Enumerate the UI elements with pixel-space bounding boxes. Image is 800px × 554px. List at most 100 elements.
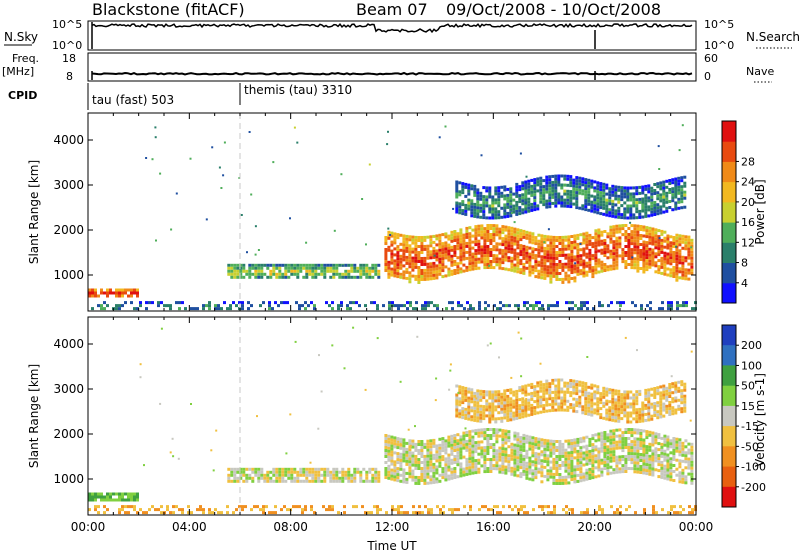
echo-cell xyxy=(293,479,297,483)
echo-cell xyxy=(453,473,457,476)
echo-cell xyxy=(645,430,649,434)
echo-cell xyxy=(248,467,252,471)
echo-cell xyxy=(654,264,658,268)
echo-cell xyxy=(387,446,391,450)
echo-cell xyxy=(491,399,495,403)
echo-cell xyxy=(654,450,658,454)
echo-cell xyxy=(639,252,643,255)
echo-cell xyxy=(626,390,630,394)
echo-cell xyxy=(633,446,637,450)
echo-cell xyxy=(489,227,493,230)
echo-cell xyxy=(588,248,592,252)
echo-cell xyxy=(455,183,459,187)
echo-cell xyxy=(479,197,483,201)
echo-cell xyxy=(649,307,652,311)
echo-cell xyxy=(473,415,477,419)
echo-cell xyxy=(603,245,607,248)
echo-cell xyxy=(555,251,559,254)
echo-cell xyxy=(426,457,430,461)
echo-cell xyxy=(621,224,625,228)
echo-cell xyxy=(636,248,640,252)
echo-cell xyxy=(298,505,301,509)
echo-cell xyxy=(606,463,610,467)
echo-cell xyxy=(390,456,394,460)
echo-cell xyxy=(509,415,513,419)
echo-cell xyxy=(653,210,657,213)
echo-cell xyxy=(460,304,463,308)
echo-cell xyxy=(482,414,486,418)
echo-cell xyxy=(654,246,658,250)
cpid-label: CPID xyxy=(8,89,37,102)
echo-cell xyxy=(539,380,543,384)
echo-cell xyxy=(567,442,571,446)
echo-cell xyxy=(426,235,430,239)
echo-cell xyxy=(355,505,358,509)
echo-cell xyxy=(396,458,400,462)
echo-cell xyxy=(603,251,607,254)
echo-cell xyxy=(669,442,673,446)
echo-cell xyxy=(455,396,459,400)
echo-cell xyxy=(471,468,475,472)
echo-cell xyxy=(684,256,688,260)
echo-cell xyxy=(645,247,649,251)
echo-cell xyxy=(683,403,687,407)
echo-cell xyxy=(417,461,421,464)
echo-cell xyxy=(211,146,214,149)
echo-cell xyxy=(567,454,571,458)
echo-cell xyxy=(447,273,451,277)
echo-cell xyxy=(599,185,603,189)
echo-cell xyxy=(474,459,478,463)
echo-cell xyxy=(635,198,639,202)
echo-cell xyxy=(471,264,475,268)
echo-cell xyxy=(642,258,646,262)
echo-cell xyxy=(88,288,91,292)
echo-cell xyxy=(503,209,507,213)
echo-cell xyxy=(489,266,493,269)
echo-cell xyxy=(435,276,439,280)
echo-cell xyxy=(541,505,544,509)
echo-cell xyxy=(534,260,538,264)
echo-cell xyxy=(519,475,523,479)
echo-cell xyxy=(426,454,430,458)
echo-cell xyxy=(299,473,303,477)
echo-cell xyxy=(447,468,451,472)
echo-cell xyxy=(600,269,604,273)
echo-cell xyxy=(470,391,474,395)
echo-cell xyxy=(612,228,616,232)
echo-cell xyxy=(648,232,652,236)
echo-cell xyxy=(624,233,628,236)
echo-cell xyxy=(617,398,621,402)
echo-cell xyxy=(393,253,397,257)
echo-cell xyxy=(465,256,469,260)
echo-cell xyxy=(501,261,505,265)
echo-cell xyxy=(467,405,471,409)
echo-cell xyxy=(521,187,525,191)
echo-cell xyxy=(272,467,276,471)
echo-cell xyxy=(594,229,598,233)
echo-cell xyxy=(233,473,237,477)
echo-cell xyxy=(641,203,645,207)
echo-cell xyxy=(533,193,537,197)
echo-cell xyxy=(456,235,460,239)
echo-cell xyxy=(393,451,397,455)
echo-cell xyxy=(326,269,330,273)
echo-cell xyxy=(390,261,394,265)
echo-cell xyxy=(402,249,406,253)
echo-cell xyxy=(681,270,685,274)
echo-cell xyxy=(465,241,469,245)
echo-cell xyxy=(576,260,580,264)
echo-cell xyxy=(482,216,486,220)
echo-cell xyxy=(564,439,568,443)
echo-cell xyxy=(635,192,639,196)
echo-cell xyxy=(509,208,513,212)
echo-cell xyxy=(479,392,483,396)
echo-cell xyxy=(648,256,652,260)
echo-cell xyxy=(424,304,427,308)
echo-cell xyxy=(555,479,559,482)
echo-cell xyxy=(516,255,520,259)
echo-cell xyxy=(491,204,495,208)
date-range: 09/Oct/2008 - 10/Oct/2008 xyxy=(446,0,661,19)
echo-cell xyxy=(537,470,541,474)
echo-cell xyxy=(305,241,308,244)
echo-cell xyxy=(476,416,480,420)
